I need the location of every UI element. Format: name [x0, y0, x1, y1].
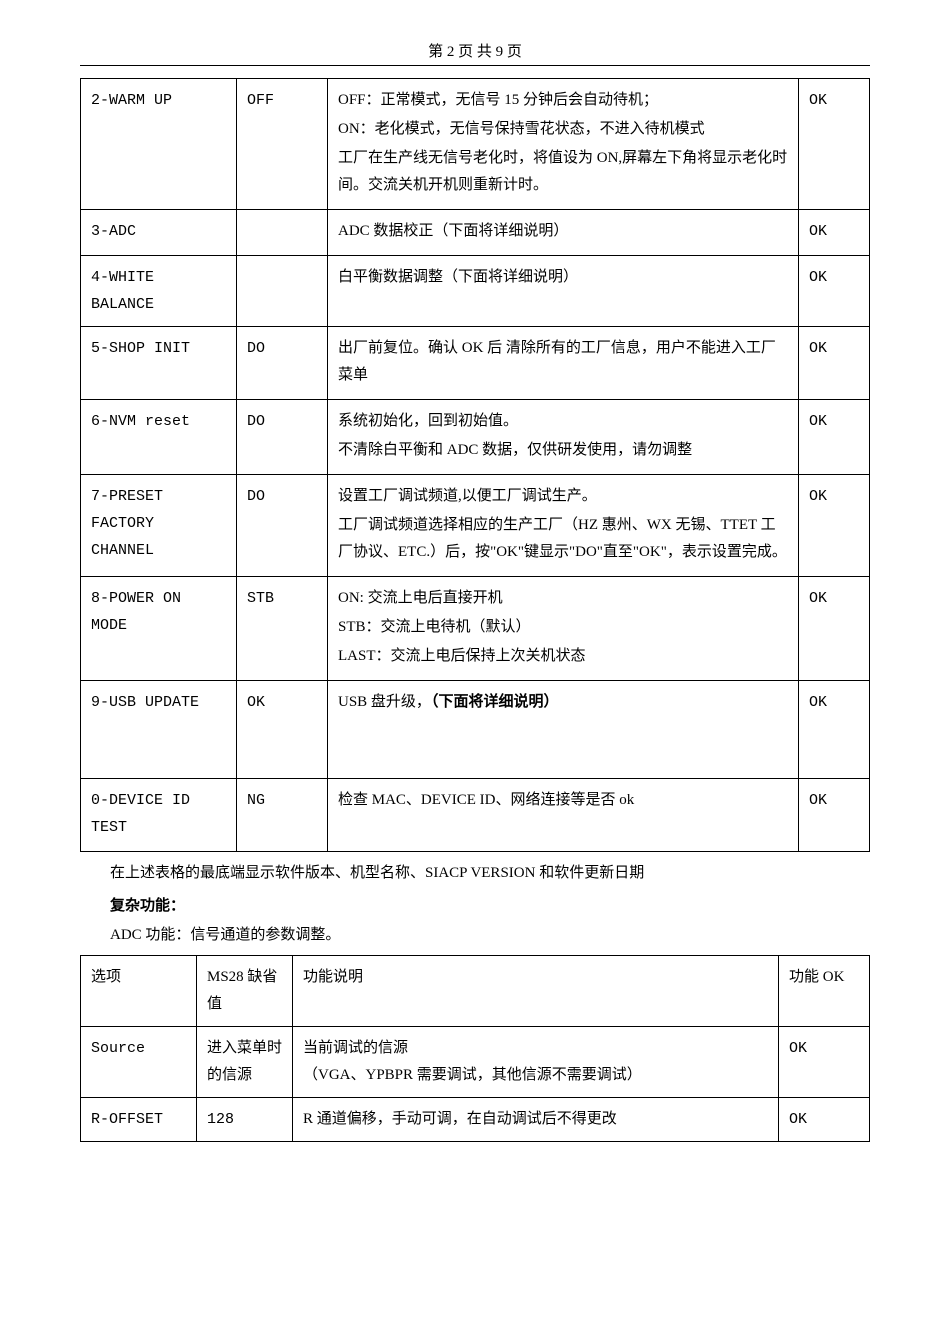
section-title: 复杂功能：	[80, 893, 870, 920]
menu-item-value: DO	[237, 327, 328, 400]
menu-item-desc: ADC 数据校正（下面将详细说明）	[328, 210, 799, 256]
option-name: Source	[81, 1027, 197, 1098]
table-row: R-OFFSET 128 R 通道偏移，手动可调，在自动调试后不得更改 OK	[81, 1098, 870, 1142]
menu-item-value	[237, 210, 328, 256]
menu-item-value: DO	[237, 400, 328, 475]
menu-item-value: STB	[237, 577, 328, 681]
option-desc: 当前调试的信源 （VGA、YPBPR 需要调试，其他信源不需要调试）	[293, 1027, 779, 1098]
table-row: 5-SHOP INITDO出厂前复位。确认 OK 后 清除所有的工厂信息，用户不…	[81, 327, 870, 400]
menu-item-ok: OK	[799, 210, 870, 256]
menu-item-ok: OK	[799, 400, 870, 475]
menu-item-desc: OFF：正常模式，无信号 15 分钟后会自动待机；ON：老化模式，无信号保持雪花…	[328, 79, 799, 210]
menu-item-name: 6-NVM reset	[81, 400, 237, 475]
factory-menu-table: 2-WARM UPOFFOFF：正常模式，无信号 15 分钟后会自动待机；ON：…	[80, 78, 870, 852]
menu-item-name: 4-WHITE BALANCE	[81, 256, 237, 327]
menu-item-desc: ON: 交流上电后直接开机STB：交流上电待机（默认）LAST：交流上电后保持上…	[328, 577, 799, 681]
option-default: 进入菜单时的信源	[197, 1027, 293, 1098]
menu-item-desc: 设置工厂调试频道,以便工厂调试生产。工厂调试频道选择相应的生产工厂（HZ 惠州、…	[328, 475, 799, 577]
menu-item-desc: 系统初始化，回到初始值。不清除白平衡和 ADC 数据，仅供研发使用，请勿调整	[328, 400, 799, 475]
footer-note: 在上述表格的最底端显示软件版本、机型名称、SIACP VERSION 和软件更新…	[80, 860, 870, 887]
table-row: 6-NVM resetDO系统初始化，回到初始值。不清除白平衡和 ADC 数据，…	[81, 400, 870, 475]
menu-item-name: 2-WARM UP	[81, 79, 237, 210]
menu-item-name: 9-USB UPDATE	[81, 681, 237, 779]
table-row: 3-ADC ADC 数据校正（下面将详细说明）OK	[81, 210, 870, 256]
adc-table: 选项 MS28 缺省值 功能说明 功能 OK Source 进入菜单时的信源 当…	[80, 955, 870, 1142]
option-ok: OK	[779, 1098, 870, 1142]
col-header: 功能说明	[293, 956, 779, 1027]
menu-item-desc: 检查 MAC、DEVICE ID、网络连接等是否 ok	[328, 779, 799, 852]
menu-item-name: 3-ADC	[81, 210, 237, 256]
option-name: R-OFFSET	[81, 1098, 197, 1142]
table-row: 2-WARM UPOFFOFF：正常模式，无信号 15 分钟后会自动待机；ON：…	[81, 79, 870, 210]
col-header: 功能 OK	[779, 956, 870, 1027]
menu-item-name: 7-PRESET FACTORY CHANNEL	[81, 475, 237, 577]
menu-item-ok: OK	[799, 475, 870, 577]
menu-item-ok: OK	[799, 681, 870, 779]
table-row: 9-USB UPDATEOKUSB 盘升级，（下面将详细说明）OK	[81, 681, 870, 779]
menu-item-desc: 白平衡数据调整（下面将详细说明）	[328, 256, 799, 327]
menu-item-desc: USB 盘升级，（下面将详细说明）	[328, 681, 799, 779]
menu-item-ok: OK	[799, 256, 870, 327]
col-header: 选项	[81, 956, 197, 1027]
table-row: 4-WHITE BALANCE 白平衡数据调整（下面将详细说明）OK	[81, 256, 870, 327]
menu-item-value: DO	[237, 475, 328, 577]
col-header: MS28 缺省值	[197, 956, 293, 1027]
menu-item-value: OFF	[237, 79, 328, 210]
menu-item-ok: OK	[799, 79, 870, 210]
option-desc: R 通道偏移，手动可调，在自动调试后不得更改	[293, 1098, 779, 1142]
menu-item-value: OK	[237, 681, 328, 779]
table-row: 7-PRESET FACTORY CHANNELDO设置工厂调试频道,以便工厂调…	[81, 475, 870, 577]
page-header: 第 2 页 共 9 页	[80, 40, 870, 66]
adc-intro: ADC 功能：信号通道的参数调整。	[80, 922, 870, 949]
option-ok: OK	[779, 1027, 870, 1098]
menu-item-name: 0-DEVICE ID TEST	[81, 779, 237, 852]
menu-item-name: 8-POWER ON MODE	[81, 577, 237, 681]
menu-item-ok: OK	[799, 779, 870, 852]
table-row: 0-DEVICE ID TESTNG检查 MAC、DEVICE ID、网络连接等…	[81, 779, 870, 852]
table-header-row: 选项 MS28 缺省值 功能说明 功能 OK	[81, 956, 870, 1027]
menu-item-value: NG	[237, 779, 328, 852]
menu-item-value	[237, 256, 328, 327]
menu-item-ok: OK	[799, 327, 870, 400]
option-default: 128	[197, 1098, 293, 1142]
menu-item-desc: 出厂前复位。确认 OK 后 清除所有的工厂信息，用户不能进入工厂菜单	[328, 327, 799, 400]
menu-item-name: 5-SHOP INIT	[81, 327, 237, 400]
table-row: 8-POWER ON MODESTBON: 交流上电后直接开机STB：交流上电待…	[81, 577, 870, 681]
table-row: Source 进入菜单时的信源 当前调试的信源 （VGA、YPBPR 需要调试，…	[81, 1027, 870, 1098]
menu-item-ok: OK	[799, 577, 870, 681]
